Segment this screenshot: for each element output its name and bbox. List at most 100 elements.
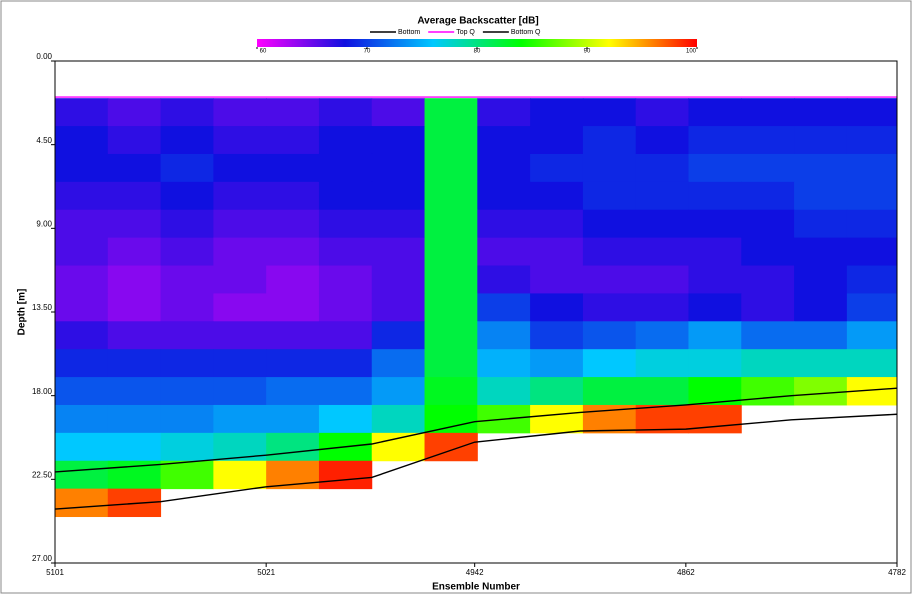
heatmap-cell xyxy=(55,98,109,127)
heatmap-cell xyxy=(213,98,267,127)
heatmap-cell xyxy=(213,153,267,183)
heatmap-cell xyxy=(160,349,214,378)
heatmap-cell xyxy=(213,321,267,350)
heatmap-cell xyxy=(477,377,531,406)
heatmap-cell xyxy=(582,293,637,322)
heatmap-cell xyxy=(160,98,214,127)
heatmap-cell xyxy=(213,265,267,294)
heatmap-cell xyxy=(741,98,795,127)
heatmap-cell xyxy=(794,349,848,378)
heatmap-cell xyxy=(266,181,320,211)
heatmap-cell xyxy=(741,153,795,183)
heatmap-cell xyxy=(794,377,848,406)
heatmap-cell xyxy=(266,265,320,294)
colorbar-tick-label: 80 xyxy=(474,49,481,55)
heatmap-cell xyxy=(160,265,214,294)
heatmap-cell xyxy=(107,237,162,267)
heatmap-cell xyxy=(846,153,897,183)
heatmap-cell xyxy=(688,126,742,155)
heatmap-cell xyxy=(213,237,267,267)
heatmap-cell xyxy=(846,293,897,322)
y-tick-label: 4.50 xyxy=(36,136,52,145)
heatmap-cell xyxy=(318,265,373,294)
heatmap-cell xyxy=(424,209,478,239)
colorbar-tick-label: 70 xyxy=(364,49,371,55)
heatmap-cell xyxy=(213,209,267,239)
heatmap-cell xyxy=(582,265,637,294)
series-line xyxy=(54,413,898,510)
heatmap-cell xyxy=(794,237,848,267)
legend-label: Bottom xyxy=(398,29,420,36)
heatmap-cell xyxy=(424,349,478,378)
heatmap-cell xyxy=(424,181,478,211)
heatmap-cell xyxy=(318,126,373,155)
heatmap-cell xyxy=(530,265,584,294)
heatmap-cell xyxy=(530,377,584,406)
heatmap-cell xyxy=(55,265,109,294)
heatmap-cell xyxy=(371,126,426,155)
heatmap-cell xyxy=(582,209,637,239)
heatmap-cell xyxy=(55,432,109,462)
heatmap-cell xyxy=(107,153,162,183)
heatmap-cell xyxy=(582,126,637,155)
heatmap-cell xyxy=(635,377,689,406)
heatmap-cell xyxy=(107,377,162,406)
heatmap-cell xyxy=(477,98,531,127)
heatmap-cell xyxy=(582,153,637,183)
heatmap-cell xyxy=(582,98,637,127)
heatmap-cell xyxy=(371,404,426,434)
x-tick-label: 5101 xyxy=(46,568,64,577)
heatmap-cell xyxy=(318,181,373,211)
heatmap-cell xyxy=(530,321,584,350)
heatmap-cell xyxy=(741,209,795,239)
colorbar xyxy=(257,39,697,47)
heatmap-cell xyxy=(846,181,897,211)
heatmap-cell xyxy=(213,293,267,322)
heatmap-cell xyxy=(741,293,795,322)
heatmap-cell xyxy=(107,181,162,211)
heatmap-cell xyxy=(582,237,637,267)
heatmap-cell xyxy=(477,153,531,183)
heatmap-cell xyxy=(477,349,531,378)
heatmap-cell xyxy=(846,126,897,155)
heatmap-cell xyxy=(424,265,478,294)
heatmap-cell xyxy=(160,237,214,267)
heatmap-cell xyxy=(318,349,373,378)
heatmap-cell xyxy=(635,321,689,350)
heatmap-cell xyxy=(477,265,531,294)
y-tick-label: 27.00 xyxy=(32,554,53,563)
heatmap-cell xyxy=(635,237,689,267)
heatmap-cell xyxy=(530,98,584,127)
heatmap-cell xyxy=(213,460,267,490)
heatmap-cell xyxy=(530,153,584,183)
heatmap-cell xyxy=(266,321,320,350)
heatmap-cell xyxy=(371,293,426,322)
heatmap-cell xyxy=(688,293,742,322)
heatmap-cell xyxy=(794,181,848,211)
heatmap-cell xyxy=(318,377,373,406)
heatmap-cell xyxy=(160,321,214,350)
x-tick-label: 4862 xyxy=(677,568,695,577)
heatmap-cell xyxy=(371,181,426,211)
x-axis-label: Ensemble Number xyxy=(432,582,520,593)
heatmap-cell xyxy=(266,98,320,127)
heatmap-cell xyxy=(741,237,795,267)
heatmap-cell xyxy=(635,181,689,211)
heatmap-cell xyxy=(55,209,109,239)
heatmap-cell xyxy=(266,126,320,155)
heatmap-cell xyxy=(371,349,426,378)
heatmap-cell xyxy=(55,293,109,322)
heatmap-cell xyxy=(424,237,478,267)
heatmap-cell xyxy=(107,265,162,294)
heatmap-cell xyxy=(688,153,742,183)
heatmap-cell xyxy=(266,349,320,378)
heatmap-cell xyxy=(741,265,795,294)
y-tick-label: 0.00 xyxy=(36,52,52,61)
heatmap-cell xyxy=(688,209,742,239)
heatmap-cell xyxy=(266,404,320,434)
heatmap-cell xyxy=(107,293,162,322)
heatmap-cell xyxy=(424,321,478,350)
heatmap-cell xyxy=(688,237,742,267)
heatmap-cell xyxy=(55,460,109,490)
x-tick-label: 5021 xyxy=(257,568,275,577)
